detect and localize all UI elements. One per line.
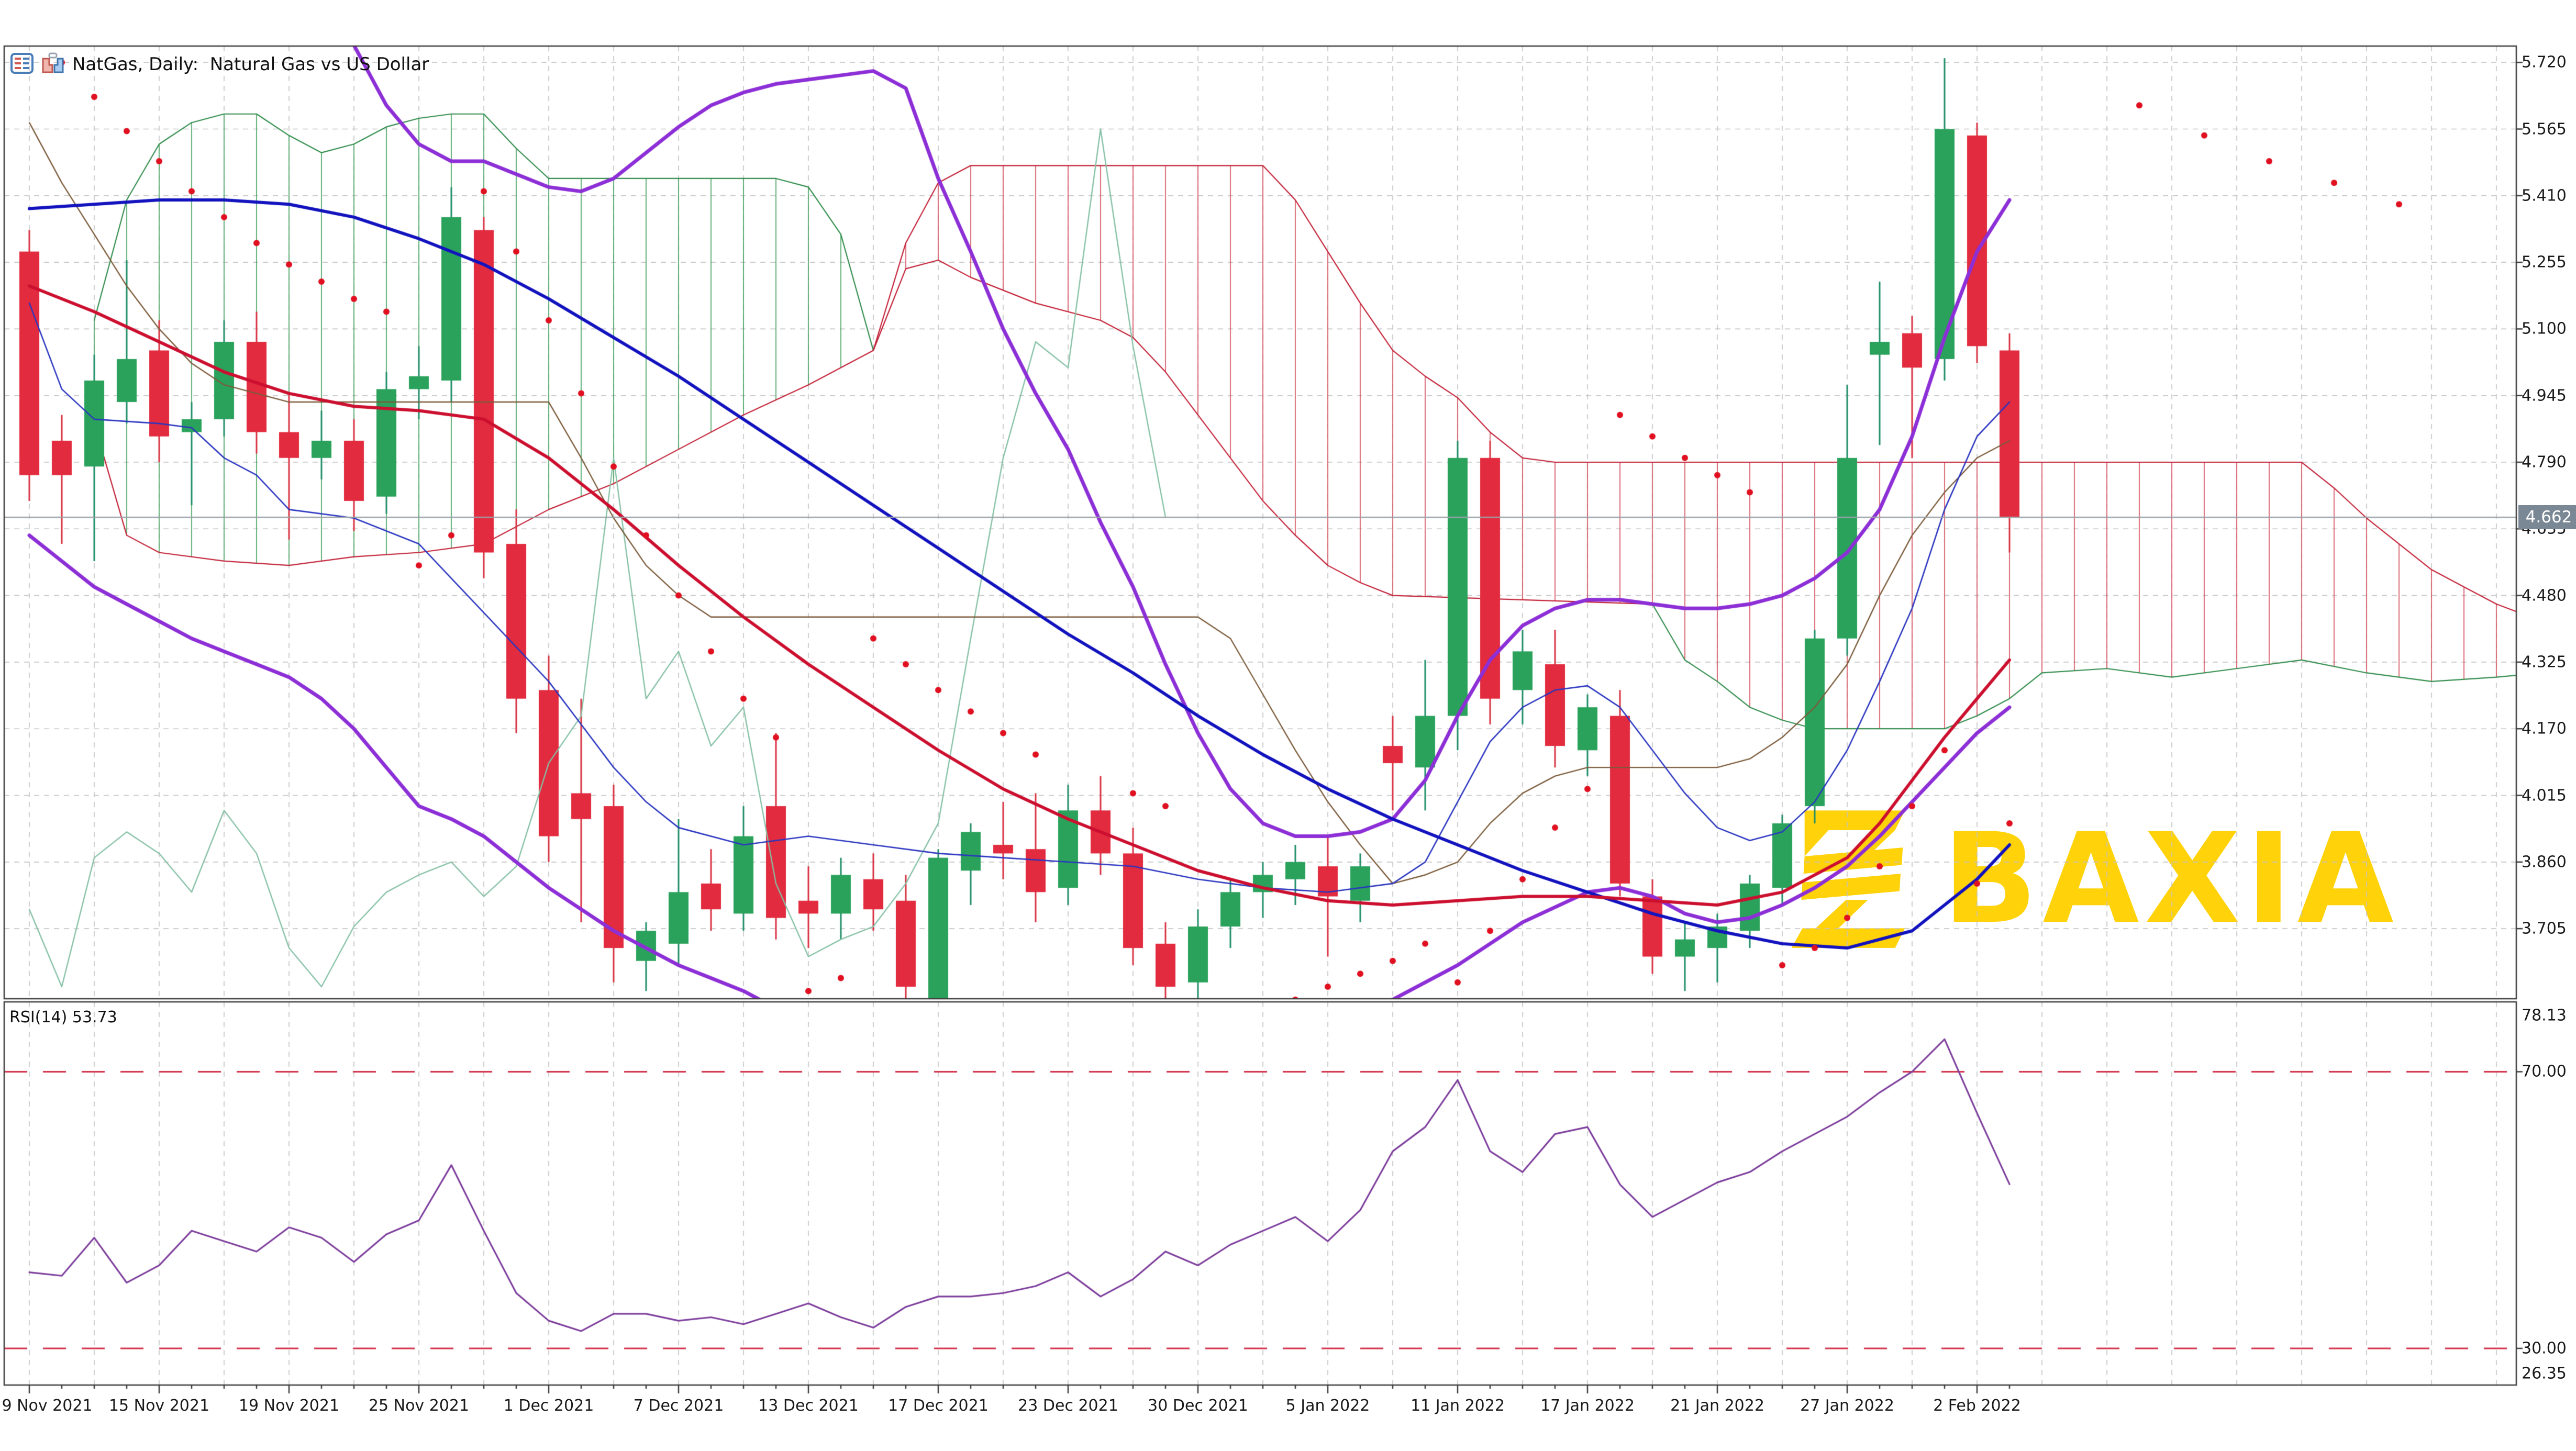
price-tick-label: 3.860 bbox=[2522, 853, 2567, 872]
date-tick-label: 9 Nov 2021 bbox=[2, 1397, 93, 1415]
price-tick-label: 5.255 bbox=[2522, 253, 2567, 272]
rsi-tick-label: 26.35 bbox=[2522, 1364, 2567, 1383]
chart-title: NatGas, Daily: Natural Gas vs US Dollar bbox=[72, 54, 429, 75]
rsi-tick-label: 30.00 bbox=[2522, 1339, 2567, 1358]
price-tick-label: 5.410 bbox=[2522, 186, 2567, 205]
date-tick-label: 21 Jan 2022 bbox=[1670, 1397, 1764, 1415]
date-tick-label: 30 Dec 2021 bbox=[1148, 1397, 1248, 1415]
price-tick-label: 4.170 bbox=[2522, 719, 2567, 738]
date-tick-label: 15 Nov 2021 bbox=[108, 1397, 210, 1415]
date-tick-label: 23 Dec 2021 bbox=[1018, 1397, 1118, 1415]
price-tick-label: 4.790 bbox=[2522, 453, 2567, 472]
date-tick-label: 7 Dec 2021 bbox=[633, 1397, 724, 1415]
journal-list-icon bbox=[10, 53, 34, 76]
price-tick-label: 3.705 bbox=[2522, 919, 2567, 938]
price-tick-label: 5.565 bbox=[2522, 120, 2567, 138]
date-tick-label: 25 Nov 2021 bbox=[368, 1397, 470, 1415]
date-tick-label: 11 Jan 2022 bbox=[1411, 1397, 1505, 1415]
rsi-tick-label: 70.00 bbox=[2522, 1062, 2567, 1081]
date-tick-label: 17 Dec 2021 bbox=[888, 1397, 989, 1415]
date-tick-label: 5 Jan 2022 bbox=[1285, 1397, 1370, 1415]
date-tick-label: 2 Feb 2022 bbox=[1933, 1397, 2021, 1415]
chart-windows-icon bbox=[41, 52, 65, 76]
price-tick-label: 4.480 bbox=[2522, 586, 2567, 605]
price-tick-label: 4.945 bbox=[2522, 386, 2567, 405]
rsi-indicator-label: RSI(14) 53.73 bbox=[9, 1008, 117, 1026]
date-tick-label: 1 Dec 2021 bbox=[503, 1397, 594, 1415]
date-tick-label: 13 Dec 2021 bbox=[758, 1397, 859, 1415]
price-tick-label: 5.100 bbox=[2522, 319, 2567, 338]
rsi-tick-label: 78.13 bbox=[2522, 1006, 2567, 1025]
price-tick-label: 4.325 bbox=[2522, 653, 2567, 672]
date-tick-label: 19 Nov 2021 bbox=[238, 1397, 340, 1415]
price-tick-label: 4.015 bbox=[2522, 786, 2567, 805]
price-tick-label: 5.720 bbox=[2522, 53, 2567, 72]
date-tick-label: 17 Jan 2022 bbox=[1540, 1397, 1635, 1415]
chart-title-bar: NatGas, Daily: Natural Gas vs US Dollar bbox=[10, 52, 429, 76]
current-price-tag: 4.662 bbox=[2518, 505, 2576, 530]
date-tick-label: 27 Jan 2022 bbox=[1800, 1397, 1894, 1415]
